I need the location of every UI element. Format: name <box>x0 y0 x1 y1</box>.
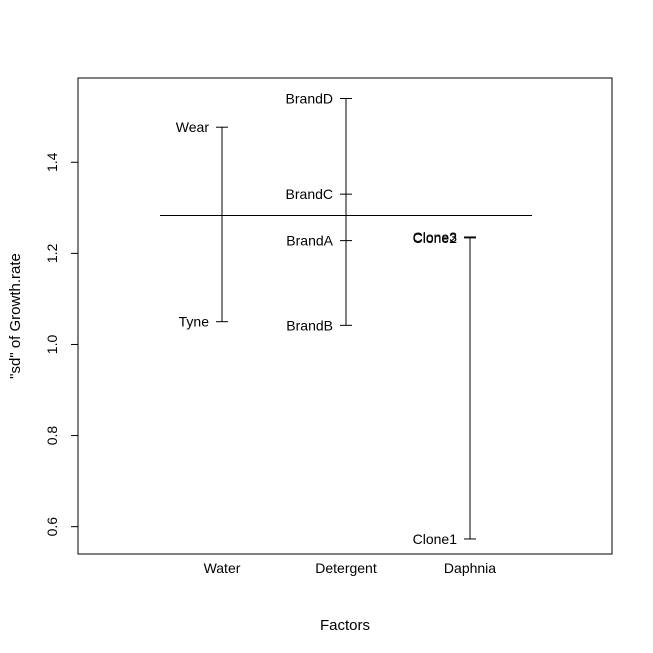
x-axis-title: Factors <box>320 617 370 634</box>
y-tick-label: 0.6 <box>44 517 60 537</box>
level-label: BrandC <box>286 186 333 202</box>
level-label: BrandB <box>286 317 333 333</box>
y-tick-label: 0.8 <box>44 426 60 446</box>
plot-marks: Wear Tyne Water BrandD BrandC BrandA BrandB Det… <box>160 90 532 576</box>
level-label: BrandA <box>286 233 333 249</box>
level-label: Clone2 <box>413 230 458 246</box>
level-label: Clone3 <box>413 229 458 245</box>
plot-frame <box>77 77 613 555</box>
y-tick-label: 1.2 <box>44 243 60 263</box>
factor-label: Daphnia <box>444 560 496 576</box>
y-axis-title: "sd" of Growth.rate <box>7 253 24 379</box>
y-tick-label: 1.4 <box>44 152 60 172</box>
level-label: Clone1 <box>413 531 458 547</box>
y-axis: 0.6 0.8 1.0 1.2 1.4 <box>44 152 79 537</box>
level-label: Tyne <box>179 314 210 330</box>
factor-label: Detergent <box>315 560 377 576</box>
y-tick-label: 1.0 <box>44 335 60 355</box>
level-label: Wear <box>176 119 210 135</box>
factor-label: Water <box>204 560 241 576</box>
level-label: BrandD <box>286 90 333 106</box>
